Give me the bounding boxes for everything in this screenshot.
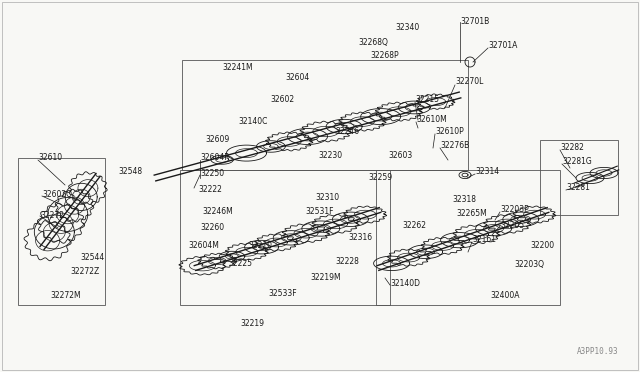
Text: 32604: 32604 bbox=[285, 74, 309, 83]
Text: 32272M: 32272M bbox=[50, 292, 81, 301]
Text: 32602Q: 32602Q bbox=[42, 190, 72, 199]
Text: 32203P: 32203P bbox=[500, 205, 529, 215]
Text: 32281G: 32281G bbox=[562, 157, 592, 167]
Text: 32270L: 32270L bbox=[455, 77, 483, 87]
Text: 32604R: 32604R bbox=[200, 154, 230, 163]
Bar bbox=[540, 140, 618, 215]
Bar bbox=[180, 170, 390, 305]
Text: 32200: 32200 bbox=[530, 241, 554, 250]
Text: 32340: 32340 bbox=[395, 23, 419, 32]
Text: 32219: 32219 bbox=[240, 320, 264, 328]
Text: 32259: 32259 bbox=[368, 173, 392, 183]
Text: 32140C: 32140C bbox=[238, 118, 268, 126]
Text: 32400A: 32400A bbox=[490, 291, 520, 299]
Text: 32602: 32602 bbox=[270, 96, 294, 105]
Text: 32205: 32205 bbox=[500, 221, 524, 230]
Bar bbox=[18, 158, 105, 305]
Text: 32228: 32228 bbox=[335, 257, 359, 266]
Text: 32215: 32215 bbox=[415, 96, 439, 105]
Text: 32210: 32210 bbox=[248, 241, 272, 250]
Text: 32222: 32222 bbox=[198, 186, 222, 195]
Text: 32241M: 32241M bbox=[222, 64, 253, 73]
Text: 32260: 32260 bbox=[200, 224, 224, 232]
Text: 32604M: 32604M bbox=[188, 241, 219, 250]
Text: 32603: 32603 bbox=[388, 151, 412, 160]
Text: 32610P: 32610P bbox=[435, 128, 464, 137]
Text: 32701A: 32701A bbox=[488, 41, 517, 49]
Text: 32225: 32225 bbox=[228, 260, 252, 269]
Text: 32230: 32230 bbox=[318, 151, 342, 160]
Text: 32609: 32609 bbox=[205, 135, 229, 144]
Text: 32140D: 32140D bbox=[390, 279, 420, 289]
Text: 32246: 32246 bbox=[335, 128, 359, 137]
Text: 32276B: 32276B bbox=[440, 141, 469, 151]
Text: 32533F: 32533F bbox=[268, 289, 296, 298]
Text: 32246M: 32246M bbox=[202, 208, 233, 217]
Text: 32548: 32548 bbox=[118, 167, 142, 176]
Text: 32531F: 32531F bbox=[305, 208, 333, 217]
Text: 32610M: 32610M bbox=[416, 115, 447, 125]
Text: 32265M: 32265M bbox=[456, 209, 487, 218]
Text: 32316: 32316 bbox=[348, 234, 372, 243]
Text: 32314: 32314 bbox=[475, 167, 499, 176]
Text: 32161: 32161 bbox=[472, 235, 496, 244]
Text: 32318: 32318 bbox=[452, 196, 476, 205]
Text: 32281: 32281 bbox=[566, 183, 590, 192]
Text: 32282: 32282 bbox=[560, 144, 584, 153]
Text: 32544: 32544 bbox=[80, 253, 104, 263]
Text: 32268Q: 32268Q bbox=[358, 38, 388, 46]
Text: 32268P: 32268P bbox=[370, 51, 399, 61]
Text: 32262: 32262 bbox=[402, 221, 426, 231]
Text: 32219M: 32219M bbox=[310, 273, 340, 282]
Bar bbox=[376, 170, 560, 305]
Text: 32701B: 32701B bbox=[460, 17, 489, 26]
Bar bbox=[182, 60, 468, 170]
Text: 32610: 32610 bbox=[38, 154, 62, 163]
Text: 32310: 32310 bbox=[315, 193, 339, 202]
Text: 32272Z: 32272Z bbox=[70, 267, 99, 276]
Text: 32203Q: 32203Q bbox=[514, 260, 544, 269]
Text: A3PP10.93: A3PP10.93 bbox=[577, 347, 618, 356]
Text: 32250: 32250 bbox=[200, 170, 224, 179]
Text: 32272: 32272 bbox=[40, 211, 64, 219]
